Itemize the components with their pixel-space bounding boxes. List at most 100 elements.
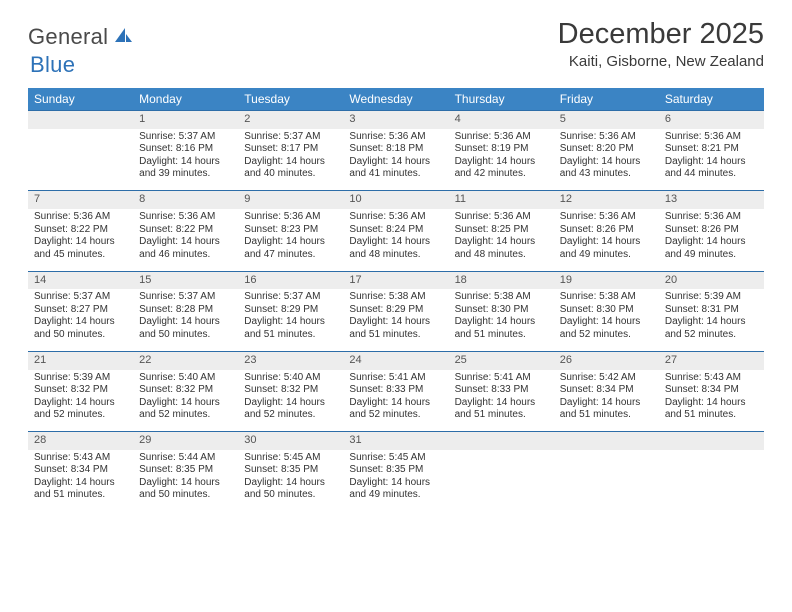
day-number-cell: 21 — [28, 351, 133, 369]
day-number-cell: 14 — [28, 271, 133, 289]
daylight-line: Daylight: 14 hours and 49 minutes. — [349, 477, 442, 502]
day-detail-cell: Sunrise: 5:39 AMSunset: 8:32 PMDaylight:… — [28, 370, 133, 432]
sunrise-line: Sunrise: 5:36 AM — [665, 131, 758, 144]
sunrise-line: Sunrise: 5:44 AM — [139, 452, 232, 465]
day-number-cell: 29 — [133, 432, 238, 450]
calendar-head: Sunday Monday Tuesday Wednesday Thursday… — [28, 88, 764, 111]
day-number-cell: 24 — [343, 351, 448, 369]
sunrise-line: Sunrise: 5:36 AM — [349, 131, 442, 144]
day-number-cell: 13 — [659, 191, 764, 209]
day-detail-cell: Sunrise: 5:37 AMSunset: 8:16 PMDaylight:… — [133, 129, 238, 191]
day-detail-cell — [449, 450, 554, 512]
sunrise-line: Sunrise: 5:36 AM — [455, 211, 548, 224]
daylight-line: Daylight: 14 hours and 45 minutes. — [34, 236, 127, 261]
daylight-line: Daylight: 14 hours and 51 minutes. — [665, 397, 758, 422]
sunset-line: Sunset: 8:33 PM — [455, 384, 548, 397]
day-number-cell: 23 — [238, 351, 343, 369]
day-detail-cell: Sunrise: 5:37 AMSunset: 8:17 PMDaylight:… — [238, 129, 343, 191]
sunset-line: Sunset: 8:26 PM — [560, 224, 653, 237]
day-detail-cell: Sunrise: 5:36 AMSunset: 8:26 PMDaylight:… — [659, 209, 764, 271]
day-detail-cell: Sunrise: 5:44 AMSunset: 8:35 PMDaylight:… — [133, 450, 238, 512]
sunset-line: Sunset: 8:31 PM — [665, 304, 758, 317]
calendar-body: 123456Sunrise: 5:37 AMSunset: 8:16 PMDay… — [28, 111, 764, 512]
sunset-line: Sunset: 8:26 PM — [665, 224, 758, 237]
sunset-line: Sunset: 8:32 PM — [244, 384, 337, 397]
sunrise-line: Sunrise: 5:36 AM — [560, 131, 653, 144]
day-number-cell: 19 — [554, 271, 659, 289]
sunrise-line: Sunrise: 5:42 AM — [560, 372, 653, 385]
sunset-line: Sunset: 8:27 PM — [34, 304, 127, 317]
brand-sail-icon — [113, 26, 133, 49]
daylight-line: Daylight: 14 hours and 51 minutes. — [349, 316, 442, 341]
sunset-line: Sunset: 8:22 PM — [34, 224, 127, 237]
sunset-line: Sunset: 8:34 PM — [34, 464, 127, 477]
sunset-line: Sunset: 8:35 PM — [244, 464, 337, 477]
sunrise-line: Sunrise: 5:36 AM — [455, 131, 548, 144]
day-number-cell: 27 — [659, 351, 764, 369]
page: General December 2025 Kaiti, Gisborne, N… — [0, 0, 792, 512]
day-number-cell: 28 — [28, 432, 133, 450]
sunset-line: Sunset: 8:34 PM — [560, 384, 653, 397]
day-number-cell — [449, 432, 554, 450]
sunrise-line: Sunrise: 5:41 AM — [455, 372, 548, 385]
day-number-cell: 10 — [343, 191, 448, 209]
daylight-line: Daylight: 14 hours and 42 minutes. — [455, 156, 548, 181]
day-detail-row: Sunrise: 5:39 AMSunset: 8:32 PMDaylight:… — [28, 370, 764, 432]
sunset-line: Sunset: 8:16 PM — [139, 143, 232, 156]
sunrise-line: Sunrise: 5:37 AM — [244, 131, 337, 144]
daylight-line: Daylight: 14 hours and 51 minutes. — [34, 477, 127, 502]
sunset-line: Sunset: 8:22 PM — [139, 224, 232, 237]
day-detail-row: Sunrise: 5:37 AMSunset: 8:16 PMDaylight:… — [28, 129, 764, 191]
sunrise-line: Sunrise: 5:36 AM — [349, 211, 442, 224]
day-number-cell: 16 — [238, 271, 343, 289]
day-number-row: 14151617181920 — [28, 271, 764, 289]
sunrise-line: Sunrise: 5:40 AM — [139, 372, 232, 385]
day-number-cell: 30 — [238, 432, 343, 450]
daylight-line: Daylight: 14 hours and 50 minutes. — [139, 477, 232, 502]
day-detail-cell: Sunrise: 5:39 AMSunset: 8:31 PMDaylight:… — [659, 289, 764, 351]
day-detail-cell: Sunrise: 5:36 AMSunset: 8:26 PMDaylight:… — [554, 209, 659, 271]
sunrise-line: Sunrise: 5:36 AM — [34, 211, 127, 224]
day-detail-cell: Sunrise: 5:38 AMSunset: 8:29 PMDaylight:… — [343, 289, 448, 351]
daylight-line: Daylight: 14 hours and 52 minutes. — [560, 316, 653, 341]
day-number-cell: 22 — [133, 351, 238, 369]
sunset-line: Sunset: 8:30 PM — [560, 304, 653, 317]
daylight-line: Daylight: 14 hours and 49 minutes. — [560, 236, 653, 261]
page-title: December 2025 — [558, 18, 764, 51]
day-number-cell — [659, 432, 764, 450]
sunset-line: Sunset: 8:24 PM — [349, 224, 442, 237]
sunrise-line: Sunrise: 5:38 AM — [455, 291, 548, 304]
daylight-line: Daylight: 14 hours and 39 minutes. — [139, 156, 232, 181]
daylight-line: Daylight: 14 hours and 52 minutes. — [349, 397, 442, 422]
sunset-line: Sunset: 8:20 PM — [560, 143, 653, 156]
day-header: Sunday — [28, 88, 133, 111]
day-detail-cell: Sunrise: 5:36 AMSunset: 8:24 PMDaylight:… — [343, 209, 448, 271]
daylight-line: Daylight: 14 hours and 52 minutes. — [139, 397, 232, 422]
day-detail-cell: Sunrise: 5:36 AMSunset: 8:20 PMDaylight:… — [554, 129, 659, 191]
sunset-line: Sunset: 8:29 PM — [349, 304, 442, 317]
day-number-cell — [28, 111, 133, 129]
day-header-row: Sunday Monday Tuesday Wednesday Thursday… — [28, 88, 764, 111]
daylight-line: Daylight: 14 hours and 50 minutes. — [139, 316, 232, 341]
sunset-line: Sunset: 8:23 PM — [244, 224, 337, 237]
day-detail-cell: Sunrise: 5:37 AMSunset: 8:29 PMDaylight:… — [238, 289, 343, 351]
day-header: Wednesday — [343, 88, 448, 111]
day-number-cell — [554, 432, 659, 450]
day-header: Tuesday — [238, 88, 343, 111]
day-detail-cell: Sunrise: 5:45 AMSunset: 8:35 PMDaylight:… — [343, 450, 448, 512]
sunset-line: Sunset: 8:19 PM — [455, 143, 548, 156]
sunset-line: Sunset: 8:28 PM — [139, 304, 232, 317]
sunrise-line: Sunrise: 5:45 AM — [244, 452, 337, 465]
day-detail-cell: Sunrise: 5:36 AMSunset: 8:25 PMDaylight:… — [449, 209, 554, 271]
daylight-line: Daylight: 14 hours and 50 minutes. — [34, 316, 127, 341]
sunrise-line: Sunrise: 5:38 AM — [349, 291, 442, 304]
sunset-line: Sunset: 8:32 PM — [139, 384, 232, 397]
day-header: Friday — [554, 88, 659, 111]
sunrise-line: Sunrise: 5:43 AM — [34, 452, 127, 465]
sunrise-line: Sunrise: 5:39 AM — [665, 291, 758, 304]
daylight-line: Daylight: 14 hours and 51 minutes. — [560, 397, 653, 422]
day-detail-cell: Sunrise: 5:37 AMSunset: 8:28 PMDaylight:… — [133, 289, 238, 351]
sunset-line: Sunset: 8:34 PM — [665, 384, 758, 397]
day-number-cell: 5 — [554, 111, 659, 129]
day-detail-cell — [554, 450, 659, 512]
